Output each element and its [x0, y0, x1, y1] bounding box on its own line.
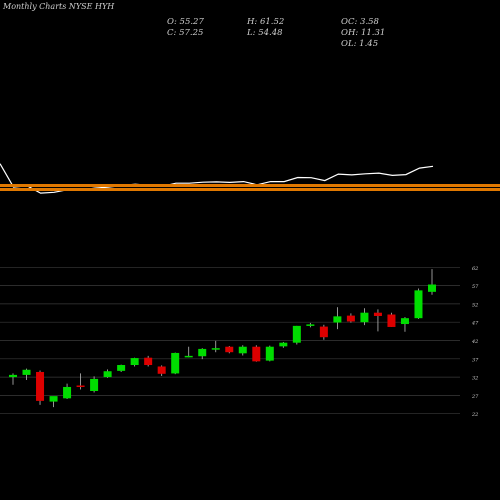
candle	[103, 369, 112, 378]
candle-grid: 22 27 32 37 42 47 52 57 62	[0, 266, 479, 418]
candle	[306, 322, 315, 328]
candle-body	[76, 385, 85, 388]
close-value: C: 57.25	[167, 28, 203, 38]
candle	[414, 288, 423, 319]
y-tick-label: 32	[472, 376, 478, 382]
candle-body	[36, 371, 45, 401]
candle-body	[414, 290, 423, 319]
candle	[144, 355, 153, 367]
grid-lines	[0, 266, 460, 415]
y-tick-label: 37	[472, 357, 479, 363]
candlestick-chart	[9, 269, 436, 408]
candle-body	[400, 318, 409, 325]
candle-body	[252, 346, 261, 362]
candle	[225, 345, 234, 354]
candle-body	[103, 371, 112, 378]
candle-body	[225, 346, 234, 353]
candle-body	[346, 315, 355, 322]
candle	[130, 357, 139, 367]
y-tick-label: 52	[472, 302, 478, 308]
candle	[198, 348, 207, 360]
candle-body	[157, 366, 166, 374]
candle-body	[428, 284, 436, 292]
y-tick-labels: 22 27 32 37 42 47 52 57 62	[471, 266, 479, 418]
candle-body	[279, 342, 288, 347]
candle	[238, 345, 247, 356]
y-tick-label: 57	[472, 284, 479, 290]
candle-body	[319, 326, 328, 338]
candle	[279, 341, 288, 348]
low-value: L: 54.48	[246, 28, 283, 38]
candle	[373, 309, 382, 332]
candle-body	[238, 346, 247, 354]
candle	[49, 396, 58, 408]
candle-body	[306, 324, 315, 326]
candle	[184, 346, 193, 358]
candle-body	[333, 316, 342, 323]
candle	[387, 312, 396, 327]
candle	[63, 383, 72, 400]
candle	[333, 307, 342, 330]
candle-body	[198, 348, 207, 357]
candle-body	[130, 358, 139, 366]
high-value: H: 61.52	[246, 17, 284, 27]
candle-body	[360, 312, 369, 323]
candle-body	[373, 312, 382, 316]
candle	[76, 373, 85, 390]
candle	[9, 373, 17, 385]
candle-body	[117, 365, 126, 371]
candle	[346, 313, 355, 323]
candle	[400, 317, 409, 332]
y-tick-label: 47	[471, 321, 479, 327]
candle-body	[22, 369, 31, 375]
y-tick-label: 27	[471, 394, 479, 400]
candle-body	[171, 352, 180, 374]
candle	[171, 352, 180, 375]
candle-body	[265, 346, 274, 361]
candle	[292, 325, 301, 345]
y-tick-label: 62	[472, 266, 478, 272]
candle	[157, 365, 166, 376]
candle-body	[90, 378, 99, 391]
ol-value: OL: 1.45	[341, 39, 378, 49]
separator-band-top	[0, 184, 500, 187]
chart-label: Monthly Charts NYSE HYH	[2, 2, 115, 11]
y-tick-label: 42	[471, 339, 478, 345]
candle-body	[144, 357, 153, 366]
candle	[360, 308, 369, 326]
candle-body	[63, 386, 72, 399]
oh-value: OH: 11.31	[341, 28, 385, 38]
candle	[22, 368, 31, 381]
candle-body	[387, 314, 396, 327]
candle	[319, 324, 328, 340]
candle	[252, 345, 261, 362]
oc-value: OC: 3.58	[341, 17, 380, 27]
candle-body	[184, 355, 193, 358]
candle-body	[49, 396, 58, 402]
candle-body	[292, 325, 301, 343]
candle	[117, 364, 126, 372]
open-value: O: 55.27	[167, 17, 204, 27]
candle	[211, 340, 220, 353]
candle	[428, 269, 436, 295]
candle	[265, 345, 274, 362]
candle-body	[9, 374, 17, 378]
y-tick-label: 22	[471, 412, 478, 418]
candle	[90, 376, 99, 393]
separator-band-bottom	[0, 188, 500, 191]
candle-body	[211, 348, 220, 350]
candle	[36, 370, 45, 405]
